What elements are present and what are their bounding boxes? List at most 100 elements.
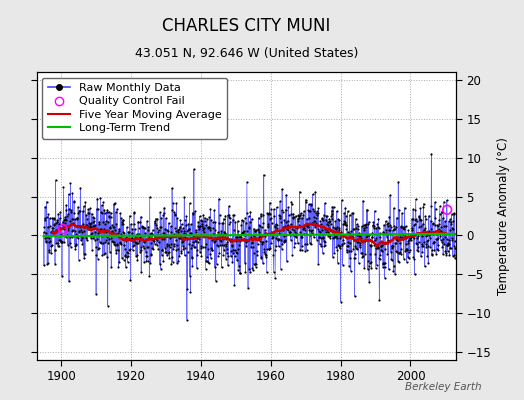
Point [208, 237, 216, 244]
Point [82, 233, 90, 240]
Point [383, 234, 391, 240]
Point [403, 246, 411, 252]
Point [84, 220, 93, 226]
Point [247, 239, 256, 246]
Point [320, 242, 329, 248]
Point [386, 192, 394, 198]
Point [240, 236, 248, 242]
Point [257, 213, 265, 219]
Point [136, 219, 145, 225]
Point [242, 220, 250, 226]
Point [104, 302, 112, 309]
Point [86, 222, 94, 229]
Point [273, 225, 281, 232]
Point [272, 235, 280, 241]
Point [417, 223, 425, 229]
Point [90, 218, 99, 224]
Point [376, 252, 385, 259]
Point [68, 216, 76, 222]
Point [308, 230, 316, 236]
Point [264, 222, 272, 229]
Point [108, 239, 117, 245]
Point [114, 264, 123, 270]
Point [84, 206, 92, 212]
Point [247, 234, 255, 240]
Point [58, 222, 67, 228]
Point [240, 237, 248, 243]
Point [48, 215, 57, 221]
Point [243, 228, 251, 234]
Point [146, 240, 155, 246]
Point [268, 231, 276, 237]
Point [301, 196, 310, 203]
Point [202, 222, 210, 228]
Point [123, 259, 132, 265]
Point [94, 245, 103, 252]
Point [424, 232, 433, 238]
Point [206, 206, 215, 212]
Point [227, 242, 236, 248]
Point [383, 251, 391, 257]
Point [110, 224, 118, 231]
Point [40, 262, 48, 268]
Point [350, 254, 358, 261]
Point [220, 228, 228, 235]
Point [75, 228, 83, 234]
Point [319, 234, 328, 241]
Point [298, 243, 307, 250]
Point [315, 234, 323, 240]
Point [377, 241, 386, 248]
Point [439, 215, 447, 222]
Point [285, 212, 293, 218]
Point [193, 234, 201, 241]
Point [53, 242, 62, 249]
Point [161, 226, 169, 232]
Point [98, 210, 106, 216]
Point [74, 210, 82, 216]
Point [189, 209, 197, 216]
Point [67, 244, 75, 250]
Point [81, 199, 90, 206]
Point [384, 223, 392, 230]
Point [270, 224, 279, 230]
Point [179, 245, 188, 252]
Point [444, 240, 452, 246]
Point [168, 259, 177, 265]
Point [402, 241, 410, 247]
Point [325, 232, 334, 239]
Point [51, 247, 60, 253]
Point [399, 230, 408, 237]
Point [416, 216, 424, 222]
Point [144, 227, 152, 233]
Point [182, 230, 190, 237]
Point [210, 264, 219, 270]
Point [194, 236, 203, 242]
Point [255, 234, 263, 240]
Point [319, 250, 327, 256]
Point [384, 220, 392, 226]
Point [166, 244, 174, 250]
Point [78, 234, 86, 241]
Point [120, 242, 128, 248]
Point [171, 228, 180, 234]
Point [269, 234, 277, 240]
Point [324, 222, 333, 229]
Point [77, 237, 85, 244]
Point [407, 232, 415, 238]
Point [344, 239, 352, 246]
Point [119, 221, 128, 227]
Point [351, 255, 359, 262]
Point [41, 217, 49, 223]
Point [212, 234, 220, 241]
Point [252, 226, 260, 233]
Point [155, 234, 163, 241]
Point [364, 218, 373, 225]
Point [184, 226, 193, 232]
Point [298, 233, 307, 240]
Point [404, 227, 412, 233]
Point [256, 238, 264, 244]
Point [201, 244, 210, 250]
Point [53, 218, 61, 225]
Point [40, 215, 49, 222]
Point [92, 244, 100, 250]
